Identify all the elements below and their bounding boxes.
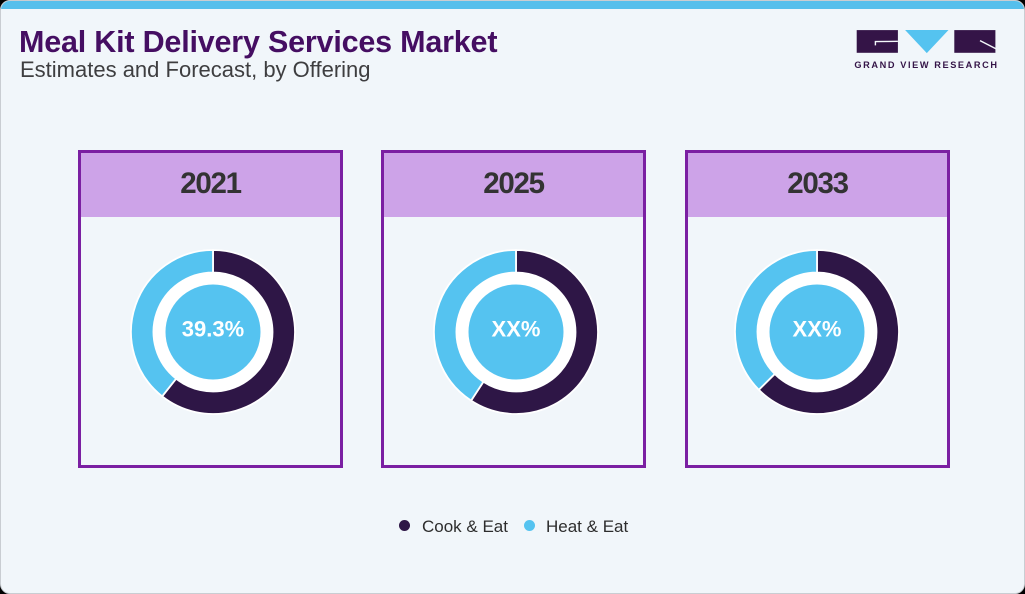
svg-text:XX%: XX% (491, 317, 540, 342)
svg-text:GRAND VIEW RESEARCH: GRAND VIEW RESEARCH (854, 60, 998, 70)
svg-text:XX%: XX% (793, 317, 842, 342)
svg-text:39.3%: 39.3% (182, 317, 244, 342)
